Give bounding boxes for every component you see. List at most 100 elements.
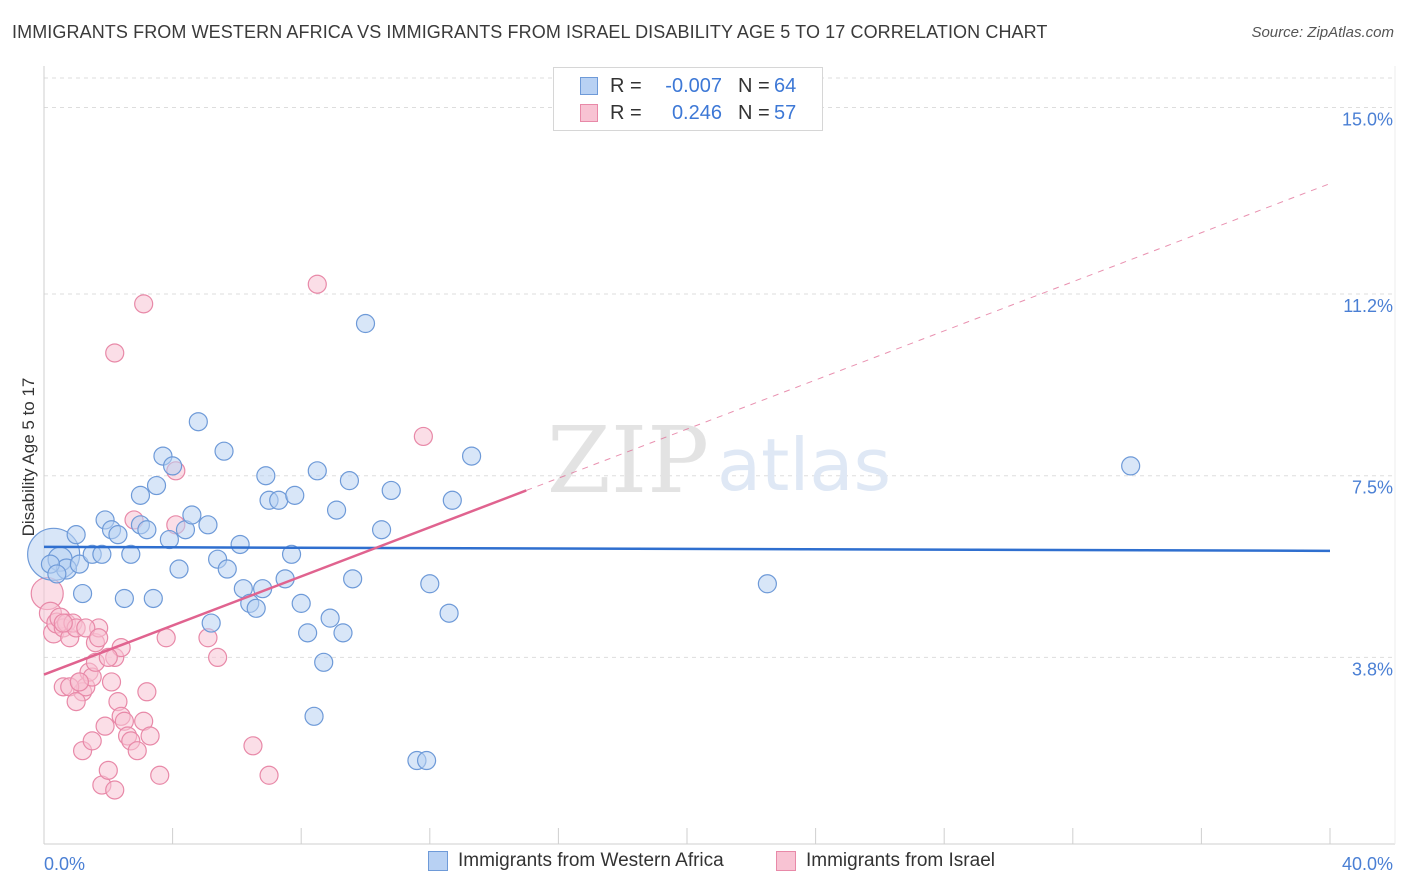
western-africa-point bbox=[130, 485, 151, 505]
western-africa-point bbox=[307, 461, 327, 481]
western-africa-point bbox=[69, 554, 89, 574]
israel-point bbox=[89, 628, 109, 648]
western-africa-point bbox=[256, 466, 276, 486]
western-africa-point bbox=[198, 515, 218, 535]
western-africa-point bbox=[72, 583, 93, 604]
n-value: 57 bbox=[774, 101, 797, 124]
israel-point bbox=[127, 741, 147, 761]
israel-points bbox=[30, 274, 433, 800]
western-africa-point bbox=[114, 588, 134, 609]
israel-point bbox=[98, 760, 118, 780]
western-africa-point bbox=[442, 490, 462, 510]
israel-point bbox=[101, 672, 122, 692]
axes bbox=[43, 66, 1396, 845]
western-africa-point bbox=[143, 588, 163, 609]
western-africa-point bbox=[371, 520, 392, 540]
israel-point bbox=[95, 716, 115, 736]
israel-point bbox=[66, 692, 86, 712]
watermark-zip: ZIP bbox=[547, 407, 709, 514]
n-label: N = bbox=[738, 74, 770, 97]
western-africa-point bbox=[304, 706, 324, 726]
western-africa-point bbox=[343, 569, 363, 589]
israel-point bbox=[208, 647, 228, 668]
israel-point bbox=[307, 274, 327, 294]
source-credit: Source: ZipAtlas.com bbox=[1251, 24, 1394, 41]
israel-point bbox=[105, 780, 125, 800]
western-africa-point bbox=[285, 485, 305, 505]
western-africa-point bbox=[281, 544, 302, 564]
legend-row-israel: R = 0.246 N = 57 bbox=[580, 99, 796, 127]
western-africa-point bbox=[461, 446, 482, 466]
western-africa-point bbox=[201, 613, 221, 633]
western-africa-point bbox=[320, 608, 340, 628]
x-tick-label: 0.0% bbox=[44, 854, 85, 874]
israel-trend-line bbox=[43, 489, 527, 676]
western-africa-point bbox=[108, 525, 128, 545]
western-africa-point bbox=[246, 598, 266, 618]
western-africa-point bbox=[66, 525, 86, 545]
western-africa-point bbox=[757, 574, 777, 594]
israel-point bbox=[137, 682, 157, 702]
grid-lines bbox=[44, 77, 1395, 658]
legend-item-western-africa[interactable]: Immigrants from Western Africa bbox=[428, 850, 724, 872]
series-legend: Immigrants from Western Africa Immigrant… bbox=[0, 850, 1406, 878]
western-africa-point bbox=[333, 623, 353, 643]
r-value: -0.007 bbox=[665, 74, 722, 97]
israel-point bbox=[105, 343, 125, 363]
western-africa-point bbox=[47, 564, 67, 584]
western-africa-point bbox=[121, 544, 141, 564]
israel-point bbox=[140, 726, 160, 746]
blue-swatch bbox=[580, 77, 598, 95]
r-label: R = bbox=[610, 101, 642, 124]
western-africa-point bbox=[217, 559, 237, 579]
western-africa-point bbox=[339, 471, 360, 491]
israel-point bbox=[243, 736, 263, 756]
israel-point bbox=[82, 731, 102, 751]
israel-point bbox=[76, 618, 96, 638]
western-africa-point bbox=[159, 529, 179, 550]
legend-label: Immigrants from Israel bbox=[806, 850, 995, 871]
western-africa-point bbox=[269, 490, 289, 510]
western-africa-point bbox=[326, 500, 347, 520]
israel-point bbox=[413, 426, 433, 447]
western-africa-point bbox=[416, 750, 437, 771]
blue-swatch bbox=[428, 851, 448, 871]
western-africa-point bbox=[314, 652, 334, 672]
western-africa-points bbox=[27, 313, 1141, 771]
western-africa-trend-line bbox=[43, 545, 1331, 553]
western-africa-point bbox=[291, 593, 311, 613]
legend-item-israel[interactable]: Immigrants from Israel bbox=[776, 850, 995, 872]
western-africa-point bbox=[381, 480, 401, 501]
r-value: 0.246 bbox=[671, 101, 722, 124]
western-africa-point bbox=[355, 313, 376, 334]
israel-point bbox=[53, 613, 73, 633]
y-tick-label: 3.8% bbox=[1352, 659, 1393, 679]
western-africa-point bbox=[146, 475, 167, 496]
y-tick-label: 7.5% bbox=[1352, 478, 1393, 498]
r-label: R = bbox=[610, 74, 642, 97]
western-africa-point bbox=[298, 623, 318, 643]
western-africa-point bbox=[182, 505, 202, 525]
israel-point bbox=[150, 765, 170, 785]
western-africa-point bbox=[439, 603, 459, 623]
israel-point bbox=[259, 765, 279, 785]
legend-label: Immigrants from Western Africa bbox=[458, 850, 724, 871]
western-africa-point bbox=[420, 574, 440, 594]
n-label: N = bbox=[738, 101, 770, 124]
western-africa-point bbox=[230, 534, 250, 555]
chart-title: IMMIGRANTS FROM WESTERN AFRICA VS IMMIGR… bbox=[12, 22, 1048, 42]
trend-lines bbox=[43, 183, 1331, 676]
western-africa-point bbox=[163, 456, 183, 476]
western-africa-point bbox=[92, 544, 112, 564]
x-tick-label: 40.0% bbox=[1342, 854, 1393, 874]
y-tick-label: 11.2% bbox=[1343, 296, 1393, 316]
correlation-legend: R = -0.007 N = 64 R = 0.246 N = 57 bbox=[553, 67, 823, 131]
watermark-atlas: atlas bbox=[717, 423, 891, 507]
western-africa-point bbox=[1121, 456, 1141, 476]
western-africa-point bbox=[137, 520, 157, 540]
watermark: ZIP atlas bbox=[547, 407, 891, 514]
pink-swatch bbox=[580, 104, 598, 122]
western-africa-point bbox=[169, 559, 189, 579]
western-africa-point bbox=[188, 412, 208, 432]
